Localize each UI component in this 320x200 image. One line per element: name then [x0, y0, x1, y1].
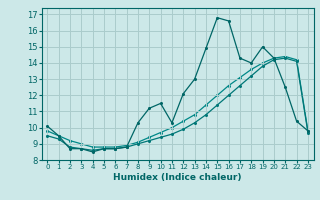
X-axis label: Humidex (Indice chaleur): Humidex (Indice chaleur) [113, 173, 242, 182]
